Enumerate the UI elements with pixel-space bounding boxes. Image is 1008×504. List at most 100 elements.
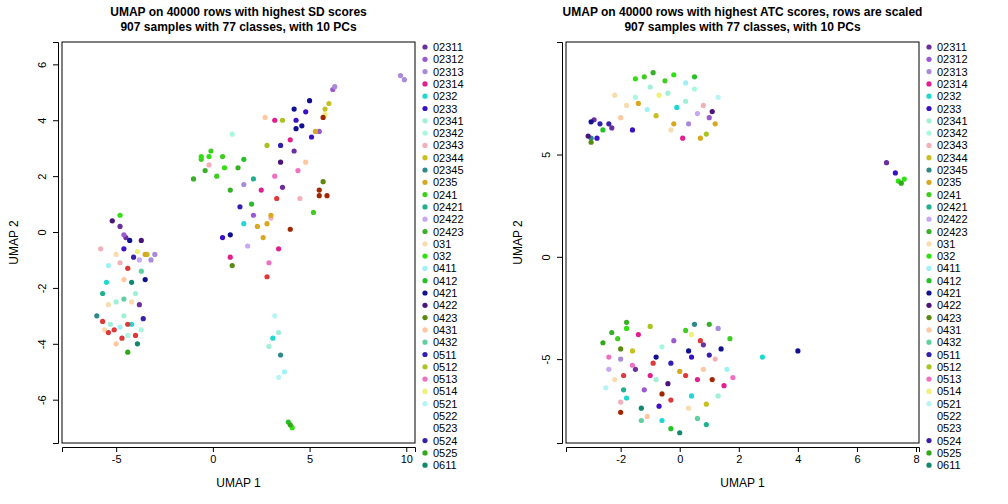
legend-label: 0523: [433, 422, 457, 434]
point: [119, 336, 124, 341]
point: [659, 391, 664, 396]
point: [698, 338, 703, 343]
point: [135, 341, 140, 346]
point: [633, 95, 638, 100]
point: [261, 235, 266, 240]
y-tick: 2: [36, 174, 58, 180]
y-tick: 4: [36, 118, 58, 124]
legend-swatch: [422, 254, 427, 259]
x-tick: 6: [854, 447, 860, 465]
legend-swatch: [926, 131, 931, 136]
x-tick: -2: [616, 447, 626, 465]
legend-label: 0522: [433, 410, 457, 422]
point: [589, 140, 594, 145]
legend-swatch: [926, 106, 931, 111]
point: [668, 361, 673, 366]
point: [668, 127, 673, 132]
point: [692, 86, 697, 91]
legend-label: 02314: [433, 78, 464, 90]
legend-label: 0514: [433, 385, 457, 397]
legend-swatch: [926, 327, 931, 332]
point: [606, 367, 611, 372]
point: [630, 363, 635, 368]
point: [683, 99, 688, 104]
y-tick-line: [557, 257, 562, 258]
figure: UMAP on 40000 rows with highest SD score…: [0, 0, 1008, 504]
legend-swatch: [926, 180, 931, 185]
points: [94, 73, 407, 430]
point: [671, 338, 676, 343]
legend-label: 02311: [937, 41, 967, 53]
legend-label: 02345: [937, 164, 968, 176]
point: [321, 179, 326, 184]
point: [586, 134, 591, 139]
point: [292, 106, 297, 111]
legend-swatch: [926, 44, 931, 49]
point: [321, 115, 326, 120]
y-tick-line: [557, 359, 562, 360]
legend-swatch: [422, 44, 427, 49]
legend-swatch: [422, 69, 427, 74]
legend-swatch: [422, 266, 427, 271]
legend-label: 0232: [937, 90, 961, 102]
point: [230, 263, 235, 268]
legend-swatch: [926, 315, 931, 320]
legend-swatch: [422, 438, 427, 443]
y-tick-label: 0: [540, 254, 552, 260]
point: [121, 232, 126, 237]
point: [270, 336, 275, 341]
point: [228, 255, 233, 260]
point: [624, 320, 629, 325]
x-tick-line: [406, 447, 407, 452]
point: [152, 252, 157, 257]
x-tick-line: [739, 447, 740, 452]
legend-swatch: [926, 426, 931, 431]
x-axis-title: UMAP 1: [216, 476, 261, 490]
point: [718, 346, 723, 351]
point: [199, 154, 204, 159]
point: [704, 131, 709, 136]
legend-label: 02341: [433, 115, 464, 127]
point: [100, 291, 105, 296]
legend-label: 0411: [937, 262, 961, 274]
point: [299, 123, 304, 128]
point: [104, 280, 109, 285]
point: [214, 174, 219, 179]
point: [636, 101, 641, 106]
legend-label: 0423: [937, 312, 961, 324]
point: [630, 127, 635, 132]
y-tick-label: 2: [36, 174, 48, 180]
point: [143, 277, 148, 282]
point: [651, 70, 656, 75]
legend-label: 0233: [433, 103, 457, 115]
y-axis-line: [557, 43, 563, 444]
point: [133, 333, 138, 338]
y-tick-label: -4: [36, 339, 48, 349]
legend-label: 02421: [433, 201, 464, 213]
point: [139, 269, 144, 274]
point: [307, 98, 312, 103]
point: [137, 302, 142, 307]
point: [309, 134, 314, 139]
point: [117, 213, 122, 218]
legend-label: 02341: [937, 115, 968, 127]
legend-swatch: [422, 143, 427, 148]
point: [135, 249, 140, 254]
point: [208, 148, 213, 153]
point: [618, 115, 623, 120]
subtitle: 907 samples with 77 classes, with 10 PCs: [624, 20, 860, 34]
point: [710, 377, 715, 382]
point: [716, 95, 721, 100]
point: [272, 174, 277, 179]
y-tick: -5: [540, 355, 562, 365]
point: [278, 352, 283, 357]
point: [621, 387, 626, 392]
point: [893, 170, 898, 175]
legend-label: 032: [937, 250, 955, 262]
point: [760, 354, 765, 359]
point: [603, 385, 608, 390]
legend-swatch: [422, 118, 427, 123]
point: [280, 118, 285, 123]
x-tick: 8: [913, 447, 919, 465]
point: [324, 193, 329, 198]
